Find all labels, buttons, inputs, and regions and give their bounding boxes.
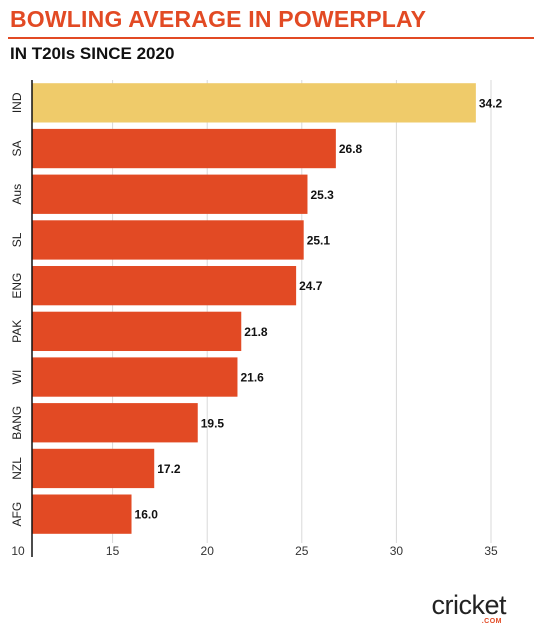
value-label-ind: 34.2	[479, 96, 503, 110]
bar-nzl	[32, 448, 155, 489]
value-label-nzl: 17.2	[157, 462, 181, 476]
bar-ind	[32, 83, 476, 123]
value-label-eng: 24.7	[299, 279, 323, 293]
bar-bang	[32, 403, 198, 443]
category-label-sl: SL	[10, 232, 24, 247]
category-label-bang: BANG	[10, 406, 24, 440]
chart-subtitle: IN T20Is SINCE 2020	[10, 44, 175, 63]
bar-eng	[32, 265, 297, 306]
category-label-wi: WI	[10, 370, 24, 385]
value-label-sl: 25.1	[307, 233, 331, 247]
x-tick-label-10: 10	[11, 544, 25, 558]
x-tick-label-20: 20	[201, 544, 215, 558]
bar-sl	[32, 220, 304, 260]
category-label-afg: AFG	[10, 502, 24, 527]
value-label-afg: 16.0	[135, 508, 159, 522]
category-label-ind: IND	[10, 92, 24, 113]
value-label-wi: 21.6	[240, 371, 264, 385]
logo-suffix: .COM	[481, 618, 502, 625]
value-label-sa: 26.8	[339, 142, 363, 156]
category-label-eng: ENG	[10, 273, 24, 299]
category-label-pak: PAK	[10, 320, 24, 343]
x-tick-label-25: 25	[295, 544, 309, 558]
x-tick-label-35: 35	[484, 544, 498, 558]
chart-title: BOWLING AVERAGE IN POWERPLAY	[10, 6, 427, 32]
bar-aus	[32, 174, 308, 214]
category-label-nzl: NZL	[10, 457, 24, 480]
x-tick-label-30: 30	[390, 544, 404, 558]
axes: 10 15 20 25 30 35 IND SA Aus SL ENG PAK WI BANG NZL AFG	[10, 80, 498, 558]
bar-wi	[32, 357, 238, 397]
category-label-aus: Aus	[10, 184, 24, 205]
x-tick-label-15: 15	[106, 544, 120, 558]
cricket-com-logo: cricket .COM	[431, 590, 506, 626]
value-label-aus: 25.3	[310, 188, 334, 202]
value-label-bang: 19.5	[201, 416, 225, 430]
bar-pak	[32, 311, 242, 352]
bars: 34.2 26.8 25.3 25.1 24.7 21.8 21.6 19.5 17.2 16.0	[32, 83, 503, 534]
logo-wordmark: cricket	[431, 590, 506, 620]
bar-sa	[32, 128, 336, 169]
bar-afg	[32, 494, 132, 534]
category-label-sa: SA	[10, 141, 24, 157]
title-underline	[8, 37, 534, 39]
value-label-pak: 21.8	[244, 325, 268, 339]
